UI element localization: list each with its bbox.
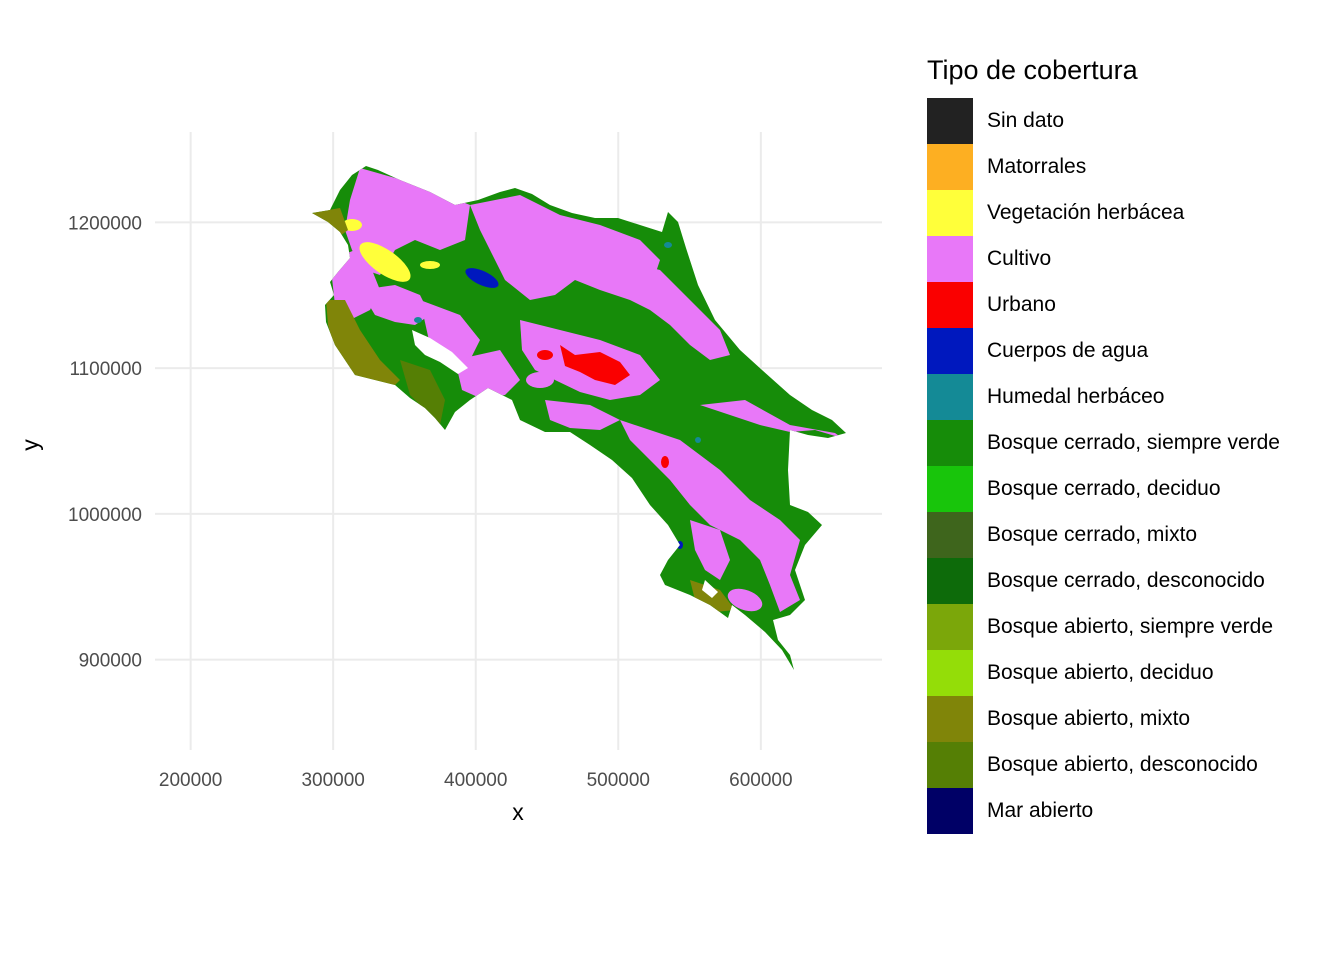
cultivo-patch: [458, 414, 482, 426]
legend-swatch: [927, 604, 973, 650]
legend-swatch: [927, 98, 973, 144]
legend-swatch: [927, 742, 973, 788]
water-body: [677, 541, 683, 549]
legend-label: Cuerpos de agua: [987, 339, 1149, 362]
x-tick-label: 600000: [729, 770, 792, 791]
axis-ticks: 200000 300000 400000 500000 600000 900000 1000…: [68, 213, 793, 791]
legend-item: Humedal herbáceo: [927, 374, 1280, 420]
legend-item: Bosque abierto, siempre verde: [927, 604, 1280, 650]
wetland-patch: [664, 242, 672, 248]
legend-swatch: [927, 696, 973, 742]
legend-label: Bosque cerrado, desconocido: [987, 569, 1265, 592]
legend-label: Urbano: [987, 293, 1056, 316]
legend-item: Mar abierto: [927, 788, 1280, 834]
cultivo-patch: [545, 400, 620, 430]
legend-label: Bosque abierto, mixto: [987, 707, 1191, 730]
cultivo-patch: [526, 372, 554, 388]
legend-item: Cuerpos de agua: [927, 328, 1280, 374]
legend-label: Bosque abierto, desconocido: [987, 753, 1258, 776]
urbano-patch: [661, 456, 669, 468]
legend-swatch: [927, 328, 973, 374]
legend-swatch: [927, 650, 973, 696]
urbano-patch: [560, 345, 630, 385]
herbaceous-patch: [359, 242, 411, 282]
legend-swatch: [927, 282, 973, 328]
y-tick-label: 1100000: [69, 359, 142, 380]
cultivo-patch: [700, 400, 842, 438]
open-forest-patch: [326, 300, 400, 390]
x-tick-label: 200000: [159, 770, 222, 791]
x-tick-label: 500000: [587, 770, 650, 791]
legend-item: Cultivo: [927, 236, 1280, 282]
legend-swatch: [927, 420, 973, 466]
legend-swatch: [927, 144, 973, 190]
y-axis-title: y: [17, 439, 43, 451]
legend-item: Bosque cerrado, desconocido: [927, 558, 1280, 604]
x-tick-label: 300000: [301, 770, 364, 791]
legend-item: Bosque abierto, deciduo: [927, 650, 1280, 696]
legend-item: Sin dato: [927, 98, 1280, 144]
legend-swatch: [927, 374, 973, 420]
costa-rica-land-cover: [312, 166, 846, 670]
legend-item: Urbano: [927, 282, 1280, 328]
legend-item: Bosque abierto, desconocido: [927, 742, 1280, 788]
cultivo-patch: [620, 260, 730, 360]
legend-label: Matorrales: [987, 155, 1087, 178]
legend-item: Bosque abierto, mixto: [927, 696, 1280, 742]
legend-swatch: [927, 788, 973, 834]
legend-label: Sin dato: [987, 109, 1065, 132]
cultivo-patch: [690, 520, 730, 580]
herbaceous-patch: [420, 261, 440, 269]
legend-item: Matorrales: [927, 144, 1280, 190]
legend-label: Bosque abierto, deciduo: [987, 661, 1214, 684]
legend-label: Bosque cerrado, deciduo: [987, 477, 1221, 500]
legend-label: Bosque cerrado, siempre verde: [987, 431, 1280, 454]
legend-swatch: [927, 466, 973, 512]
cultivo-patch: [360, 285, 430, 325]
urbano-patch: [537, 350, 553, 360]
open-forest-patch: [400, 360, 445, 425]
legend-swatch: [927, 190, 973, 236]
y-tick-label: 1200000: [68, 213, 142, 234]
legend-swatch: [927, 512, 973, 558]
legend-label: Humedal herbáceo: [987, 385, 1165, 408]
legend-label: Bosque cerrado, mixto: [987, 523, 1198, 546]
gulf-of-nicoya: [412, 330, 468, 374]
x-tick-label: 400000: [444, 770, 507, 791]
legend-item: Bosque cerrado, siempre verde: [927, 420, 1280, 466]
legend-label: Mar abierto: [987, 799, 1094, 822]
legend-title: Tipo de cobertura: [927, 55, 1138, 85]
water-body: [465, 268, 499, 288]
legend-items: Sin dato Matorrales Vegetación herbácea Cul…: [927, 98, 1280, 834]
legend-swatch: [927, 558, 973, 604]
legend-label: Cultivo: [987, 247, 1052, 270]
wetland-patch: [695, 437, 701, 443]
wetland-patch: [414, 317, 422, 323]
legend-label: Vegetación herbácea: [987, 201, 1185, 224]
cultivo-patch: [470, 195, 660, 300]
legend: Tipo de cobertura Sin dato Matorrales Vege…: [927, 52, 1280, 834]
golfo-dulce: [702, 580, 718, 598]
legend-item: Vegetación herbácea: [927, 190, 1280, 236]
legend-item: Bosque cerrado, mixto: [927, 512, 1280, 558]
x-axis-title: x: [512, 799, 524, 825]
legend-item: Bosque cerrado, deciduo: [927, 466, 1280, 512]
cultivo-patch: [455, 350, 520, 398]
legend-swatch: [927, 236, 973, 282]
cultivo-patch: [727, 588, 763, 612]
legend-label: Bosque abierto, siempre verde: [987, 615, 1273, 638]
y-tick-label: 900000: [79, 651, 142, 672]
y-tick-label: 1000000: [68, 505, 142, 526]
